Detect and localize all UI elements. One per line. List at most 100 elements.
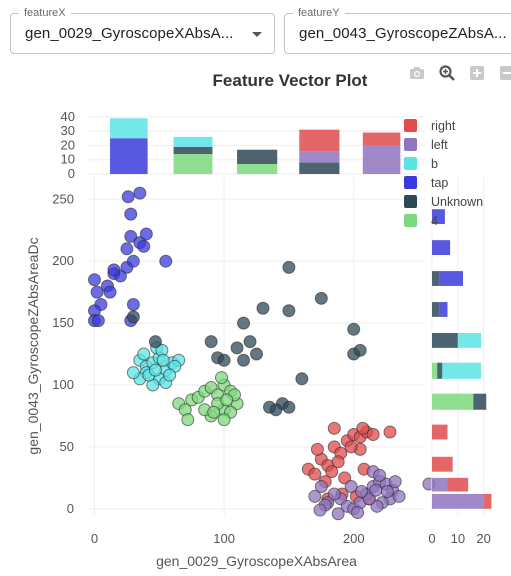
legend-item[interactable]: right <box>404 116 483 135</box>
legend-label: b <box>431 156 438 171</box>
right-histogram-bar <box>457 333 482 348</box>
scatter-point <box>163 368 177 382</box>
top-histogram-bar <box>299 151 340 163</box>
scatter-point <box>356 421 370 435</box>
legend-item[interactable]: Unknown <box>404 192 483 211</box>
top-y-tick-label: 0 <box>68 166 75 181</box>
legend-item[interactable]: tap <box>404 173 483 192</box>
scatter-point <box>137 239 151 253</box>
scatter-point <box>354 484 368 498</box>
scatter-point <box>308 489 322 503</box>
featureX-select[interactable]: featureX gen_0029_GyroscopeXAbsA... <box>10 6 275 54</box>
scatter-point <box>156 353 170 367</box>
right-histogram-bar <box>442 362 482 379</box>
scatter-point <box>331 455 345 469</box>
featureY-label: featureY <box>293 6 345 20</box>
zoom-icon[interactable] <box>438 64 456 82</box>
top-histogram-bar <box>110 138 148 174</box>
camera-icon[interactable] <box>408 64 426 82</box>
scatter-point <box>237 353 251 367</box>
right-histogram-bar <box>432 271 440 286</box>
scatter-point <box>126 298 140 312</box>
scatter-point <box>282 400 296 414</box>
scatter-point <box>369 483 383 497</box>
legend-label: right <box>431 118 456 133</box>
legend-item[interactable]: left <box>404 135 483 154</box>
y-axis-title: gen_0043_GyroscopeZAbsAreaDc <box>25 237 41 454</box>
modebar <box>408 64 511 82</box>
right-histogram-bar <box>432 240 451 255</box>
featureY-value: gen_0043_GyroscopeZAbsA... <box>299 25 507 42</box>
right-histogram-bar <box>432 393 474 410</box>
right-histogram-bar <box>473 393 487 410</box>
scatter-point <box>121 190 135 204</box>
legend: right left b tap Unknown 4 <box>404 116 483 230</box>
scatter-point <box>181 413 195 427</box>
legend-swatch <box>404 138 417 151</box>
y-tick-label: 100 <box>52 377 74 392</box>
scatter-point <box>370 499 384 513</box>
scatter-point <box>159 254 173 268</box>
right-histogram-bar <box>432 424 448 440</box>
right-histogram-bar <box>439 271 463 286</box>
scatter-point <box>107 263 121 277</box>
scatter-point <box>87 273 101 287</box>
legend-swatch <box>404 119 417 132</box>
scatter-point <box>91 314 105 328</box>
scatter-point <box>314 291 328 305</box>
right-histogram-bar <box>432 362 438 379</box>
featureY-select[interactable]: featureY gen_0043_GyroscopeZAbsA... <box>284 6 511 54</box>
scatter-point <box>282 260 296 274</box>
x-axis-title: gen_0029_GyroscopeXAbsArea <box>156 553 357 569</box>
scatter-point <box>282 304 296 318</box>
scatter-point <box>148 363 162 377</box>
scatter-point <box>215 371 229 385</box>
top-y-tick-label: 30 <box>61 123 75 138</box>
right-histogram-bar <box>483 493 492 509</box>
scatter-point <box>126 310 140 324</box>
y-tick-label: 200 <box>52 253 74 268</box>
scatter-point <box>90 285 104 299</box>
scatter-point <box>139 227 153 241</box>
top-y-tick-label: 10 <box>61 152 75 167</box>
scatter-point <box>204 335 218 349</box>
scatter-point <box>133 186 147 200</box>
scatter-point <box>217 413 231 427</box>
scatter-point <box>137 347 151 361</box>
legend-label: Unknown <box>431 194 484 209</box>
scatter-point <box>362 492 376 506</box>
right-histogram-bar <box>432 477 448 492</box>
scatter-point <box>217 353 231 367</box>
scatter-point <box>230 341 244 355</box>
legend-item[interactable]: b <box>404 154 483 173</box>
zoom-out-icon[interactable] <box>498 64 511 82</box>
scatter-point <box>353 343 367 357</box>
top-y-tick-label: 40 <box>61 109 75 124</box>
scatter-point <box>243 335 257 349</box>
scatter-point <box>126 254 140 268</box>
right-histogram-bar <box>432 456 453 472</box>
right-x-tick-label: 20 <box>476 531 490 546</box>
right-histogram-bar <box>432 333 458 348</box>
scatter-point <box>314 480 328 494</box>
scatter-point <box>331 507 345 521</box>
scatter-point <box>327 421 341 435</box>
scatter-point <box>310 442 324 456</box>
scatter-point <box>392 489 406 503</box>
scatter-point <box>207 405 221 419</box>
chart-title: Feature Vector Plot <box>212 71 368 90</box>
legend-item[interactable]: 4 <box>404 211 483 230</box>
scatter-point <box>250 347 263 361</box>
right-histogram-bar <box>447 477 469 492</box>
chevron-down-icon <box>252 32 262 37</box>
zoom-in-icon[interactable] <box>468 64 486 82</box>
x-tick-label: 100 <box>213 531 235 546</box>
legend-swatch <box>404 214 417 227</box>
right-histogram-bar <box>432 493 484 509</box>
right-histogram-bar <box>437 362 443 379</box>
x-tick-label: 200 <box>343 531 365 546</box>
top-histogram-bar <box>173 154 213 174</box>
scatter-point <box>126 366 140 380</box>
scatter-point <box>373 468 387 482</box>
